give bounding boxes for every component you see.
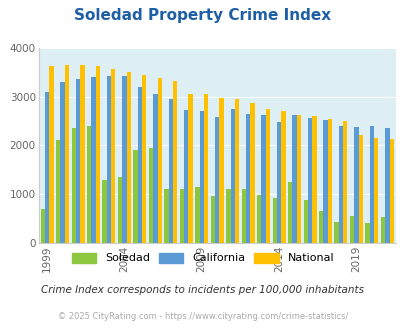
Bar [96, 66, 100, 243]
Bar [137, 87, 142, 243]
Bar [149, 148, 153, 243]
Bar [203, 94, 208, 243]
Bar [349, 216, 354, 243]
Bar [122, 76, 126, 243]
Bar [133, 150, 137, 243]
Bar [76, 80, 80, 243]
Bar [364, 223, 369, 243]
Bar [358, 135, 362, 243]
Bar [173, 82, 177, 243]
Bar [388, 139, 393, 243]
Bar [380, 217, 384, 243]
Bar [311, 116, 316, 243]
Bar [338, 126, 342, 243]
Bar [250, 103, 254, 243]
Bar [153, 94, 157, 243]
Bar [111, 69, 115, 243]
Bar [126, 72, 130, 243]
Bar [241, 189, 245, 243]
Bar [40, 210, 45, 243]
Text: © 2025 CityRating.com - https://www.cityrating.com/crime-statistics/: © 2025 CityRating.com - https://www.city… [58, 312, 347, 321]
Bar [87, 126, 91, 243]
Bar [292, 115, 296, 243]
Bar [183, 110, 188, 243]
Bar [91, 77, 96, 243]
Bar [164, 189, 168, 243]
Bar [102, 180, 107, 243]
Bar [107, 76, 111, 243]
Bar [276, 122, 281, 243]
Bar [60, 82, 64, 243]
Bar [303, 200, 307, 243]
Text: Soledad Property Crime Index: Soledad Property Crime Index [74, 8, 331, 23]
Bar [49, 66, 53, 243]
Bar [157, 78, 162, 243]
Bar [56, 140, 60, 243]
Bar [307, 118, 311, 243]
Bar [369, 126, 373, 243]
Bar [334, 222, 338, 243]
Bar [215, 117, 219, 243]
Bar [230, 109, 234, 243]
Bar [256, 195, 261, 243]
Bar [272, 198, 276, 243]
Text: Crime Index corresponds to incidents per 100,000 inhabitants: Crime Index corresponds to incidents per… [41, 285, 364, 295]
Bar [327, 119, 331, 243]
Bar [199, 111, 203, 243]
Bar [281, 111, 285, 243]
Bar [261, 115, 265, 243]
Bar [71, 128, 76, 243]
Bar [45, 92, 49, 243]
Bar [168, 99, 173, 243]
Bar [226, 189, 230, 243]
Bar [322, 120, 327, 243]
Bar [354, 127, 358, 243]
Bar [234, 99, 239, 243]
Bar [245, 114, 250, 243]
Bar [195, 186, 199, 243]
Bar [219, 98, 223, 243]
Bar [117, 177, 122, 243]
Bar [142, 75, 146, 243]
Bar [296, 115, 300, 243]
Bar [318, 211, 322, 243]
Bar [342, 121, 347, 243]
Bar [188, 94, 192, 243]
Bar [287, 182, 292, 243]
Bar [373, 138, 377, 243]
Bar [265, 109, 269, 243]
Bar [80, 65, 84, 243]
Bar [64, 65, 69, 243]
Legend: Soledad, California, National: Soledad, California, National [72, 253, 333, 263]
Bar [179, 189, 183, 243]
Bar [210, 196, 215, 243]
Bar [384, 128, 388, 243]
